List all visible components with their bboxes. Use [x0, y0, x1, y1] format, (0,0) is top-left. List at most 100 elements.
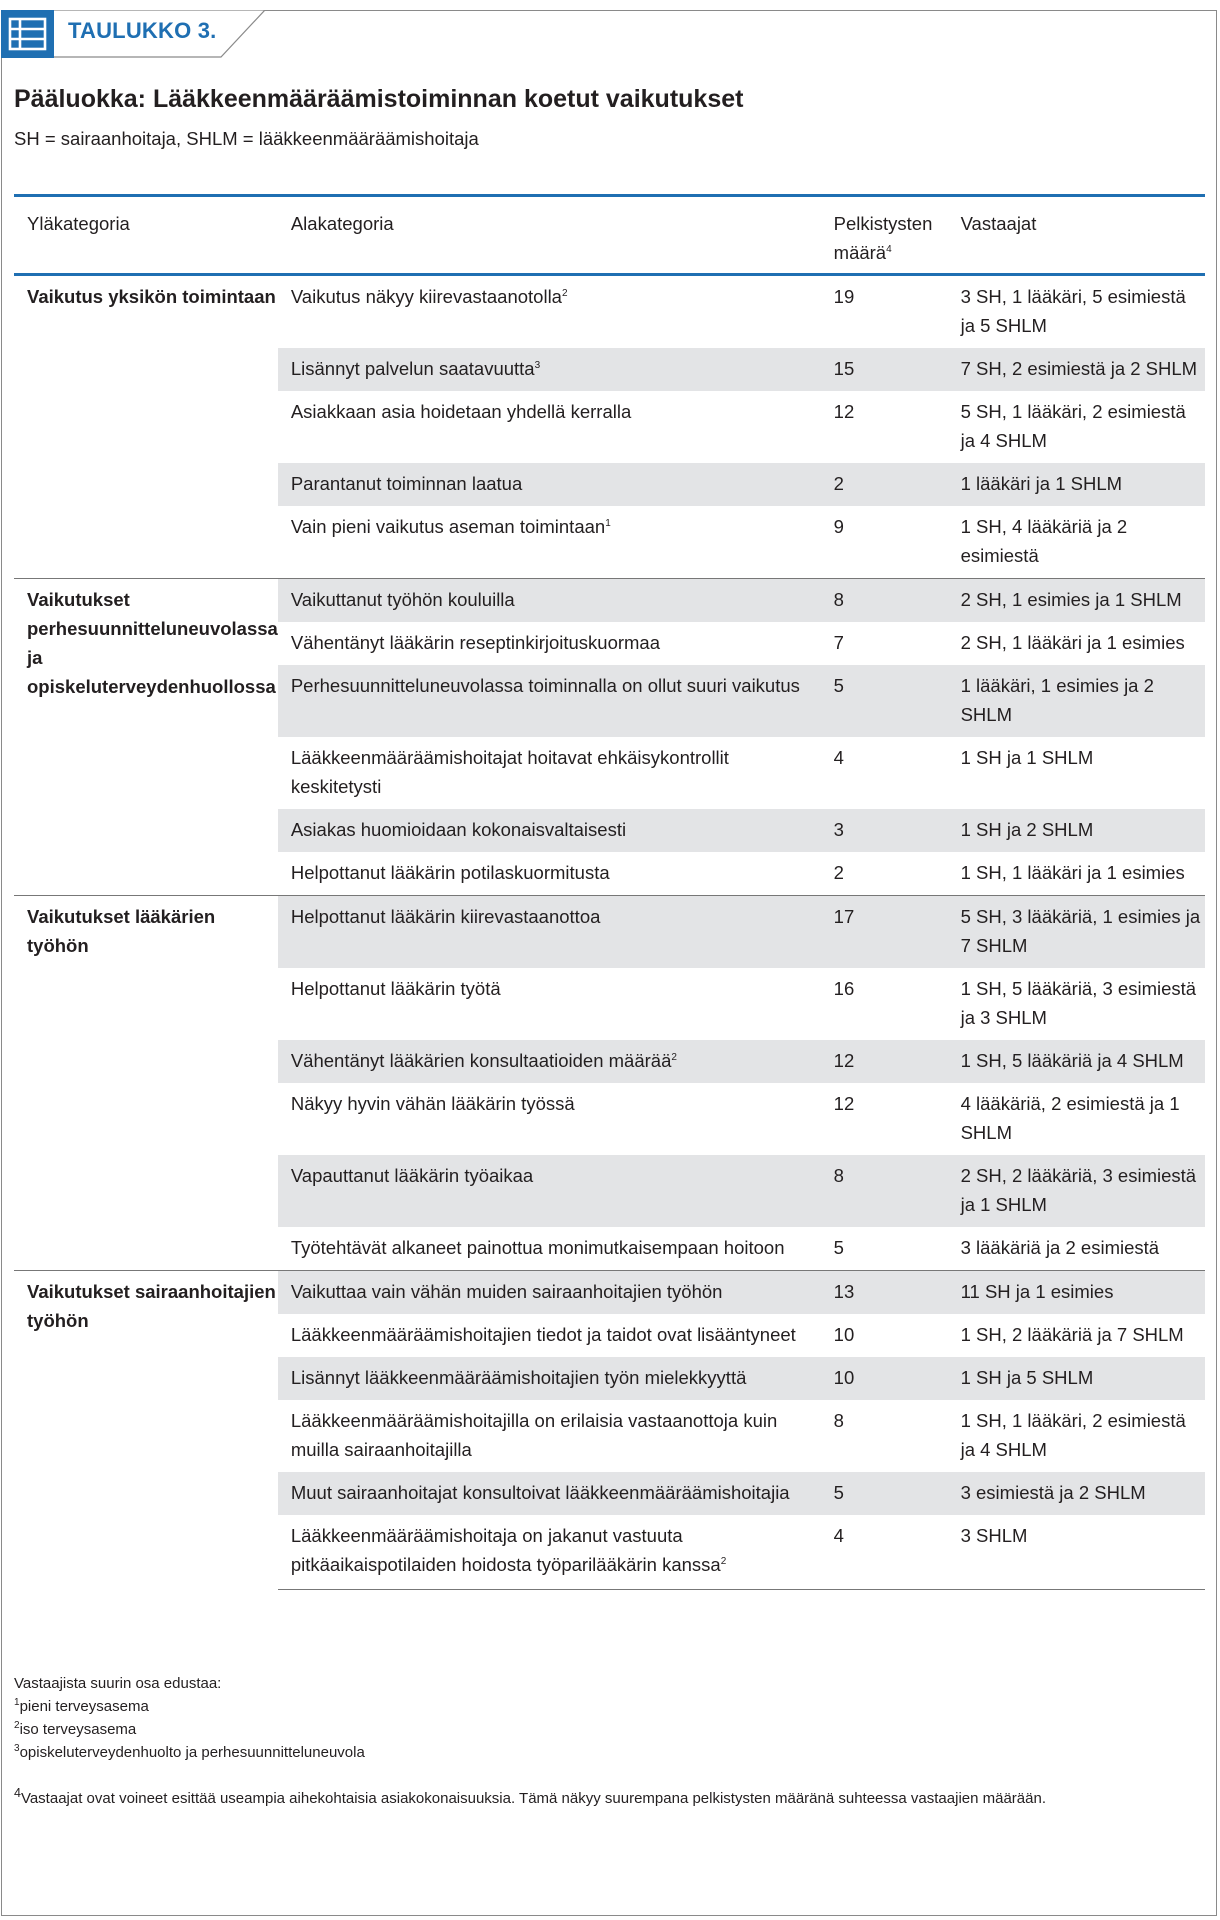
subcategory-cell: Lääkkeenmääräämishoitajien tiedot ja tai… — [290, 1324, 796, 1345]
table-row: Lääkkeenmääräämishoitajien tiedot ja tai… — [14, 1314, 1205, 1357]
count-cell: 8 — [820, 1155, 948, 1227]
count-cell: 12 — [820, 1040, 948, 1083]
respondents-cell: 3 esimiestä ja 2 SHLM — [947, 1472, 1205, 1515]
header-badge — [1, 10, 266, 58]
table-frame — [1, 10, 1217, 1916]
upper-category-cell: Vaikutukset perhesuunnitteluneuvolassa j… — [14, 578, 278, 896]
subcategory-cell: Perhesuunnitteluneuvolassa toiminnalla o… — [277, 665, 821, 737]
table-tag-label: TAULUKKO 3. — [68, 18, 217, 43]
table-row: Lisännyt lääkkeenmääräämishoitajien työn… — [14, 1357, 1205, 1400]
table-row: Näkyy hyvin vähän lääkärin työssä 12 4 lää… — [14, 1083, 1205, 1155]
subcategory-cell: Helpottanut lääkärin työtä — [290, 978, 501, 999]
count-cell: 10 — [833, 1324, 855, 1345]
count-cell: 9 — [833, 516, 844, 537]
subcategory-cell: Asiakas huomioidaan kokonaisvaltaisesti — [277, 809, 821, 852]
footnote-3: 3opiskeluterveydenhuolto ja perhesuunnit… — [14, 1743, 365, 1762]
table-row: Vaikutukset lääkärien työhön Helpottanut … — [14, 895, 1205, 1271]
table-row: Vain pieni vaikutus aseman toimintaan1 9 1… — [14, 506, 1205, 579]
respondents-cell: 1 SH, 5 lääkäriä ja 4 SHLM — [947, 1040, 1205, 1083]
count-cell: 13 — [820, 1270, 948, 1314]
respondents-cell: 3 SHLM — [947, 1515, 1205, 1590]
respondents-cell: 1 SH, 1 lääkäri ja 1 esimies — [960, 862, 1185, 883]
count-cell: 5 — [820, 1472, 948, 1515]
subcategory-cell: Helpottanut lääkärin potilaskuormitusta — [290, 862, 610, 883]
table-row: Vähentänyt lääkärin reseptinkirjoituskuo… — [14, 622, 1205, 665]
respondents-cell: 1 lääkäri, 1 esimies ja 2 SHLM — [947, 665, 1205, 737]
respondents-cell: 1 SH, 5 lääkäriä, 3 esimiestä ja 3 SHLM — [960, 978, 1197, 1028]
table-row: Vaikutukset perhesuunnitteluneuvolassa j… — [14, 578, 1205, 896]
count-cell: 5 — [820, 665, 948, 737]
subcategory-cell: Lisännyt lääkkeenmääräämishoitajien työn… — [277, 1357, 821, 1400]
count-cell: 10 — [820, 1357, 948, 1400]
page-title: Pääluokka: Lääkkeenmääräämistoiminnan ko… — [14, 85, 744, 113]
count-cell: 8 — [833, 1410, 844, 1431]
respondents-cell: 2 SH, 1 lääkäri ja 1 esimies — [960, 632, 1185, 653]
table-row: Parantanut toiminnan laatua 2 1 lääkäri ja… — [14, 463, 1205, 506]
respondents-cell: 2 SH, 1 esimies ja 1 SHLM — [947, 578, 1205, 622]
subcategory-cell: Vaikuttanut työhön kouluilla — [277, 578, 821, 622]
respondents-cell: 3 SH, 1 lääkäri, 5 esimiestä ja 5 SHLM — [960, 286, 1186, 336]
subcategory-cell: Muut sairaanhoitajat konsultoivat lääkke… — [277, 1472, 821, 1515]
count-cell: 2 — [820, 463, 948, 506]
subcategory-cell: Vähentänyt lääkärin reseptinkirjoituskuo… — [290, 632, 661, 653]
respondents-cell: 1 SH, 2 lääkäriä ja 7 SHLM — [960, 1324, 1184, 1345]
count-cell: 8 — [820, 578, 948, 622]
subcategory-cell: Lääkkeenmääräämishoitaja on jakanut vast… — [277, 1515, 821, 1590]
table-row: Vaikutukset sairaanhoitajien työhön Vaiku… — [14, 1270, 1205, 1590]
results-table: Yläkategoria Alakategoria Pelkistysten m… — [14, 194, 1205, 1590]
respondents-cell: 1 SH, 4 lääkäriä ja 2 esimiestä — [960, 516, 1128, 566]
respondents-cell: 1 lääkäri ja 1 SHLM — [947, 463, 1205, 506]
subcategory-cell: Helpottanut lääkärin kiirevastaanottoa — [277, 895, 821, 968]
table-row: Työtehtävät alkaneet painottua monimutka… — [14, 1227, 1205, 1271]
abbreviation-legend: SH = sairaanhoitaja, SHLM = lääkkeenmäär… — [14, 128, 479, 149]
subcategory-cell: Lisännyt palvelun saatavuutta3 — [277, 348, 821, 391]
subcategory-cell: Asiakkaan asia hoidetaan yhdellä kerrall… — [290, 401, 632, 422]
count-cell: 12 — [833, 1093, 855, 1114]
table-row: Asiakas huomioidaan kokonaisvaltaisesti 3… — [14, 809, 1205, 852]
subcategory-cell: Vaikutus näkyy kiirevastaanotolla2 — [290, 286, 568, 307]
table-header-row: Yläkategoria Alakategoria Pelkistysten m… — [14, 195, 1205, 275]
subcategory-cell: Lääkkeenmääräämishoitajilla on erilaisia… — [290, 1410, 778, 1460]
subcategory-cell: Työtehtävät alkaneet painottua monimutka… — [290, 1237, 785, 1258]
column-header-subcategory: Alakategoria — [290, 213, 394, 234]
respondents-cell: 5 SH, 1 lääkäri, 2 esimiestä ja 4 SHLM — [960, 401, 1186, 451]
subcategory-cell: Vaikuttaa vain vähän muiden sairaanhoita… — [277, 1270, 821, 1314]
table-row: Vaikutus yksikön toimintaan Vaikutus näky… — [14, 275, 1205, 349]
table-row: Perhesuunnitteluneuvolassa toiminnalla o… — [14, 665, 1205, 737]
count-cell: 16 — [833, 978, 855, 999]
respondents-cell: 11 SH ja 1 esimies — [947, 1270, 1205, 1314]
respondents-cell: 5 SH, 3 lääkäriä, 1 esimies ja 7 SHLM — [947, 895, 1205, 968]
table-body: Vaikutus yksikön toimintaan Vaikutus näky… — [14, 275, 1205, 1590]
count-cell: 12 — [833, 401, 855, 422]
column-header-upper-category: Yläkategoria — [27, 213, 130, 234]
respondents-cell: 4 lääkäriä, 2 esimiestä ja 1 SHLM — [960, 1093, 1180, 1143]
respondents-cell: 1 SH, 1 lääkäri, 2 esimiestä ja 4 SHLM — [960, 1410, 1186, 1460]
footnotes: Vastaajista suurin osa edustaa: 1pieni t… — [14, 1672, 365, 1764]
footnote-intro: Vastaajista suurin osa edustaa: — [14, 1675, 222, 1692]
upper-category-cell: Vaikutukset sairaanhoitajien työhön — [14, 1270, 278, 1590]
subcategory-cell: Näkyy hyvin vähän lääkärin työssä — [290, 1093, 575, 1114]
column-header-count: Pelkistysten määrä4 — [833, 213, 933, 263]
table-row: Muut sairaanhoitajat konsultoivat lääkke… — [14, 1472, 1205, 1515]
table-row: Helpottanut lääkärin työtä 16 1 SH, 5 lääk… — [14, 968, 1205, 1040]
column-header-respondents: Vastaajat — [960, 213, 1037, 234]
subcategory-cell: Vain pieni vaikutus aseman toimintaan1 — [290, 516, 611, 537]
upper-category-cell: Vaikutukset lääkärien työhön — [14, 895, 278, 1271]
subcategory-cell: Lääkkeenmääräämishoitajat hoitavat ehkäi… — [290, 747, 729, 797]
count-cell: 4 — [820, 1515, 948, 1590]
respondents-cell: 1 SH ja 5 SHLM — [947, 1357, 1205, 1400]
respondents-cell: 2 SH, 2 lääkäriä, 3 esimiestä ja 1 SHLM — [947, 1155, 1205, 1227]
respondents-cell: 7 SH, 2 esimiestä ja 2 SHLM — [947, 348, 1205, 391]
respondents-cell: 1 SH ja 1 SHLM — [960, 747, 1094, 768]
count-cell: 3 — [820, 809, 948, 852]
table-row: Lääkkeenmääräämishoitajat hoitavat ehkäi… — [14, 737, 1205, 809]
count-cell: 17 — [820, 895, 948, 968]
upper-category-cell: Vaikutus yksikön toimintaan — [27, 286, 276, 307]
subcategory-cell: Parantanut toiminnan laatua — [277, 463, 821, 506]
table-icon — [1, 10, 54, 58]
count-cell: 7 — [833, 632, 844, 653]
table-row: Vapauttanut lääkärin työaikaa 8 2 SH, 2 lä… — [14, 1155, 1205, 1227]
footnote-4: 4Vastaajat ovat voineet esittää useampia… — [14, 1786, 1046, 1807]
count-cell: 2 — [833, 862, 844, 883]
footnote-2: 2iso terveysasema — [14, 1720, 137, 1739]
